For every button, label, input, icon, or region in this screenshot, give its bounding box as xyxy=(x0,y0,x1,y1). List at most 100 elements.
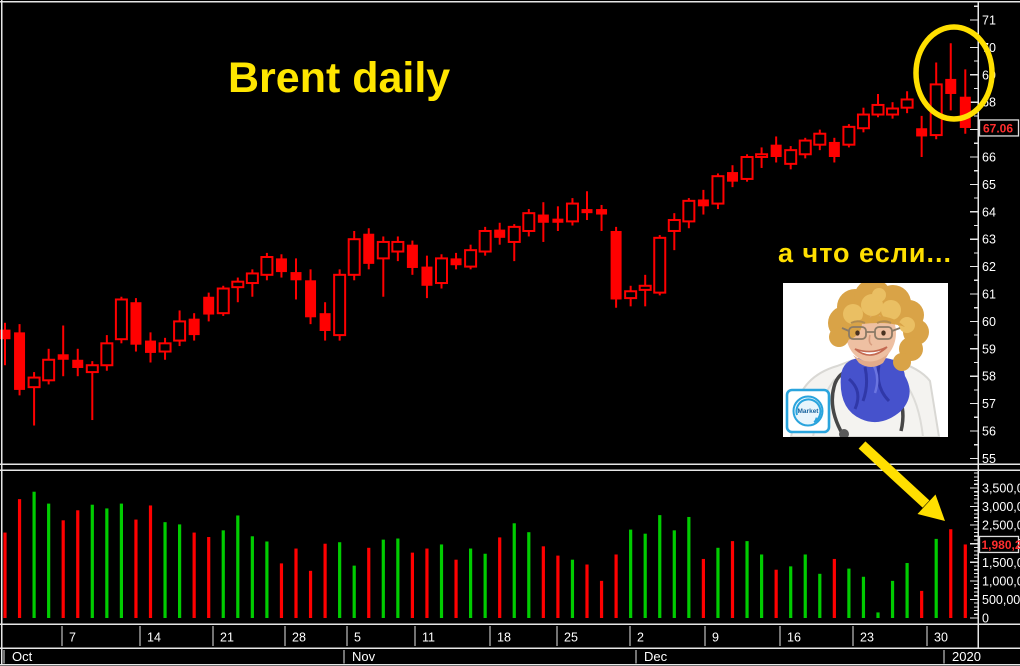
volume-axis-label: 500,00 xyxy=(982,593,1020,607)
candle-body-down xyxy=(450,258,462,266)
candle-body-down xyxy=(319,313,331,331)
candle-body-up xyxy=(798,139,812,156)
current-price-label: 67.06 xyxy=(983,121,1013,135)
volume-bar xyxy=(410,552,414,618)
month-label: Dec xyxy=(644,649,668,664)
volume-bar xyxy=(745,541,749,618)
candle-body-up xyxy=(333,273,347,337)
volume-axis-label: 1,000,00 xyxy=(982,574,1020,588)
volume-bar xyxy=(308,570,313,618)
candle-body-down xyxy=(494,229,506,238)
candle-body-up xyxy=(638,284,652,291)
volume-axis-label: 3,000,00 xyxy=(982,500,1020,514)
candle-body-up xyxy=(624,290,638,300)
photo-logo: Market xyxy=(785,388,831,434)
candle-body-up xyxy=(216,287,230,315)
volume-bar xyxy=(599,580,604,618)
candle-body-up xyxy=(667,219,681,232)
price-axis-label: 64 xyxy=(982,205,996,219)
candle-body-up xyxy=(100,342,114,367)
volume-bar xyxy=(614,554,618,618)
volume-bar xyxy=(32,491,36,618)
volume-bar xyxy=(876,612,880,618)
price-axis-label: 68 xyxy=(982,96,996,110)
volume-bar xyxy=(61,520,65,618)
candle-body-up xyxy=(27,376,41,389)
candle-body-down xyxy=(130,302,142,345)
week-label: 11 xyxy=(422,631,435,645)
volume-bar xyxy=(76,510,80,618)
week-label: 28 xyxy=(292,631,306,645)
candle-body-up xyxy=(522,212,536,232)
volume-bar xyxy=(148,505,153,618)
volume-bar xyxy=(265,541,269,618)
volume-bar xyxy=(47,503,51,618)
candle-body-up xyxy=(813,132,827,146)
volume-bar xyxy=(294,548,298,618)
candle-body-down xyxy=(145,340,156,353)
candle-body-up xyxy=(173,320,187,342)
candle-body-down xyxy=(57,354,69,360)
doctor-hair xyxy=(828,279,929,371)
candle-body-down xyxy=(406,244,418,268)
volume-bar xyxy=(963,544,967,618)
doctor-eye xyxy=(881,330,886,336)
candle-body-down xyxy=(305,280,317,318)
stethoscope xyxy=(830,371,845,436)
volume-bar xyxy=(541,546,545,618)
volume-bar xyxy=(803,554,807,618)
volume-bar xyxy=(890,580,895,618)
week-label: 5 xyxy=(354,631,361,645)
volume-bar xyxy=(585,564,589,618)
week-label: 23 xyxy=(860,631,874,645)
volume-bar xyxy=(716,547,720,618)
price-axis-label: 69 xyxy=(982,68,996,82)
week-label: 2 xyxy=(637,631,644,645)
candle-body-up xyxy=(565,202,579,223)
volume-bar xyxy=(920,590,924,618)
volume-bar xyxy=(832,558,836,618)
current-volume-label: 1,980,2 xyxy=(982,538,1020,552)
volume-bar xyxy=(279,563,284,618)
volume-bar xyxy=(760,554,764,618)
candle-body-up xyxy=(755,153,769,158)
volume-bar xyxy=(512,523,516,618)
candle-body-up xyxy=(347,238,361,276)
volume-bar xyxy=(687,516,691,618)
volume-bar xyxy=(643,533,647,618)
price-axis-label: 60 xyxy=(982,315,996,329)
price-axis-label: 61 xyxy=(982,288,996,302)
candle-body-down xyxy=(363,233,375,264)
candle-body-down xyxy=(290,272,302,281)
candle-body-down xyxy=(727,172,738,182)
volume-bar xyxy=(250,536,254,618)
price-axis-label: 70 xyxy=(982,41,996,55)
candle-body-up xyxy=(740,156,754,180)
candle-body-up xyxy=(886,107,900,116)
week-label: 16 xyxy=(787,631,801,645)
week-label: 21 xyxy=(220,631,234,645)
volume-bar xyxy=(439,544,444,618)
volume-bar xyxy=(629,529,633,618)
candle-body-up xyxy=(435,257,448,285)
candle-body-up xyxy=(653,236,667,294)
volume-bar xyxy=(847,568,851,618)
volume-axis-label: 3,500,00 xyxy=(982,482,1020,496)
volume-bar xyxy=(701,558,705,618)
volume-bar xyxy=(861,576,866,618)
volume-bar xyxy=(949,529,953,618)
week-label: 25 xyxy=(564,631,578,645)
volume-bar xyxy=(105,508,109,618)
volume-bar xyxy=(469,548,473,618)
price-axis-label: 65 xyxy=(982,178,996,192)
volume-bar xyxy=(556,555,560,618)
candle-body-down xyxy=(596,209,608,215)
candle-body-down xyxy=(203,296,215,315)
current-volume-box xyxy=(978,535,1020,554)
price-axis-label: 71 xyxy=(982,14,996,28)
volume-bar xyxy=(658,515,662,618)
volume-bar xyxy=(119,503,123,618)
volume-bar xyxy=(454,559,458,618)
candle-body-down xyxy=(959,96,971,128)
